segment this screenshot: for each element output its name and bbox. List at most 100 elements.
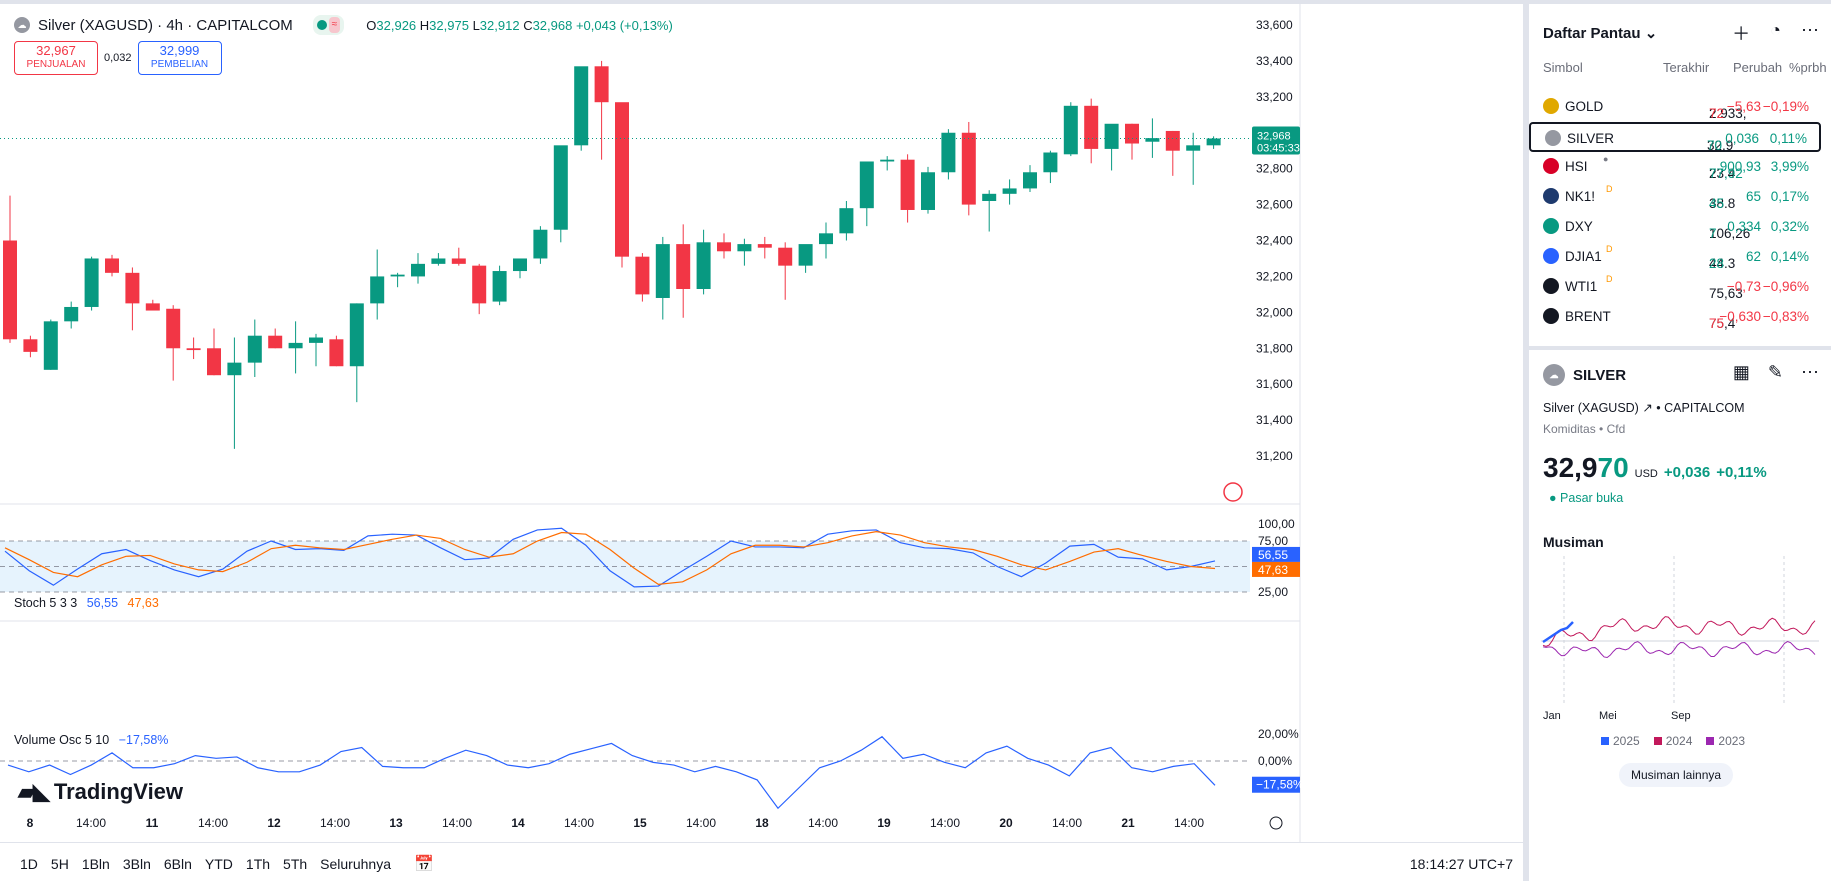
candle-body[interactable] <box>247 335 262 363</box>
stoch-legend[interactable]: Stoch 5 3 3 56,55 47,63 <box>14 596 159 610</box>
candle-body[interactable] <box>3 240 17 340</box>
tradingview-logo[interactable]: ▰◣ TradingView <box>18 779 183 805</box>
watchlist-row-gold[interactable]: GOLD 2.933, 72 −5,63 −0,19% <box>1529 92 1821 122</box>
candle-body[interactable] <box>431 258 446 264</box>
symbol-title[interactable]: Silver (XAGUSD) · 4h · CAPITALCOM <box>38 16 293 34</box>
candle-body[interactable] <box>900 159 915 210</box>
more-icon[interactable]: ⋯ <box>1801 20 1819 40</box>
range-button-6bln[interactable]: 6Bln <box>163 856 192 872</box>
candle-body[interactable] <box>1063 105 1078 155</box>
candle-body[interactable] <box>329 339 344 367</box>
candle-body[interactable] <box>615 102 629 257</box>
more-icon[interactable]: ⋯ <box>1801 362 1819 382</box>
candle-body[interactable] <box>961 132 976 205</box>
settings-gear-icon[interactable] <box>1269 816 1283 830</box>
details-symbol[interactable]: SILVER <box>1573 366 1627 384</box>
volosc-legend[interactable]: Volume Osc 5 10 −17,58% <box>14 733 168 747</box>
candle-body[interactable] <box>921 172 935 210</box>
candle-body[interactable] <box>676 244 691 290</box>
range-button-1bln[interactable]: 1Bln <box>81 856 110 872</box>
range-button-5h[interactable]: 5H <box>50 856 69 872</box>
candle-body[interactable] <box>839 208 854 234</box>
candle-body[interactable] <box>349 303 364 367</box>
candle-body[interactable] <box>145 303 160 311</box>
watchlist-row-hsi[interactable]: HSI ● 23.4 77,92 900,93 3,99% <box>1529 152 1821 182</box>
us-flag-event-icon[interactable] <box>1223 482 1243 502</box>
candle-body[interactable] <box>1104 123 1119 149</box>
range-button-1d[interactable]: 1D <box>20 856 38 872</box>
candle-body[interactable] <box>64 306 79 322</box>
calendar-icon[interactable]: 📅 <box>413 856 434 873</box>
candle-body[interactable] <box>1043 152 1058 173</box>
candle-body[interactable] <box>757 244 772 248</box>
watchlist-row-nk1![interactable]: NK1! D 38.8 45 65 0,17% <box>1529 182 1821 212</box>
candle-body[interactable] <box>717 242 731 252</box>
details-name[interactable]: Silver (XAGUSD) <box>1543 401 1639 415</box>
candle-body[interactable] <box>655 244 670 298</box>
candle-body[interactable] <box>125 272 140 304</box>
candle-body[interactable] <box>696 242 711 290</box>
col-last[interactable]: Terakhir <box>1663 60 1710 75</box>
sell-button[interactable]: 32,967 PENJUALAN <box>14 41 98 75</box>
candle-body[interactable] <box>186 348 201 351</box>
grid-icon[interactable]: ▦ <box>1732 362 1750 382</box>
candle-body[interactable] <box>105 258 119 273</box>
seasonal-title[interactable]: Musiman <box>1543 534 1604 550</box>
candle-body[interactable] <box>819 233 833 245</box>
candle-body[interactable] <box>370 276 385 304</box>
candle-body[interactable] <box>594 66 609 103</box>
candle-body[interactable] <box>1002 188 1017 194</box>
candle-body[interactable] <box>451 258 466 264</box>
candle-body[interactable] <box>982 193 997 201</box>
buy-button[interactable]: 32,999 PEMBELIAN <box>137 41 222 75</box>
candle-body[interactable] <box>1084 105 1099 149</box>
market-status-pill[interactable]: ≈ <box>312 15 345 35</box>
range-button-5th[interactable]: 5Th <box>283 856 308 872</box>
candle-body[interactable] <box>513 258 527 272</box>
edit-icon[interactable]: ✎ <box>1767 362 1783 382</box>
external-link-icon[interactable]: ↗ <box>1642 401 1653 415</box>
watchlist-row-dxy[interactable]: DXY 106,26 7 0,334 0,32% <box>1529 212 1821 242</box>
add-symbol-icon[interactable]: ＋ <box>1732 24 1751 44</box>
range-button-1th[interactable]: 1Th <box>245 856 271 872</box>
candle-body[interactable] <box>635 256 650 295</box>
candle-body[interactable] <box>492 271 507 302</box>
col-symbol[interactable]: Simbol <box>1543 60 1583 75</box>
watchlist-row-silver[interactable]: SILVER 32,9 70 0,036 0,11% <box>1529 122 1821 153</box>
candle-body[interactable] <box>1206 138 1221 146</box>
candle-body[interactable] <box>268 335 283 349</box>
candle-body[interactable] <box>737 244 752 252</box>
candle-body[interactable] <box>207 348 221 376</box>
seasonal-chart[interactable]: Jan Mei Sep <box>1529 556 1831 726</box>
candle-body[interactable] <box>43 321 58 370</box>
candle-body[interactable] <box>1145 138 1160 142</box>
watchlist-row-wti1[interactable]: WTI1 D 75,63 −0,73 −0,96% <box>1529 272 1821 302</box>
candle-body[interactable] <box>574 66 589 146</box>
candle-body[interactable] <box>166 308 181 349</box>
candle-body[interactable] <box>859 161 874 209</box>
candle-body[interactable] <box>533 229 548 259</box>
candle-body[interactable] <box>1023 172 1037 189</box>
pie-chart-icon[interactable]: ◔ <box>1770 20 1781 40</box>
candle-body[interactable] <box>227 362 242 376</box>
candle-body[interactable] <box>941 132 956 173</box>
col-change[interactable]: Perubah <box>1733 60 1783 75</box>
candle-body[interactable] <box>309 337 323 343</box>
candle-body[interactable] <box>390 274 405 277</box>
candle-body[interactable] <box>23 339 38 352</box>
candle-body[interactable] <box>1165 130 1180 151</box>
candle-body[interactable] <box>880 159 895 162</box>
range-button-3bln[interactable]: 3Bln <box>122 856 151 872</box>
candle-body[interactable] <box>1125 123 1139 144</box>
watchlist-row-djia1[interactable]: DJIA1 D 44.3 28 62 0,14% <box>1529 242 1821 272</box>
candle-body[interactable] <box>553 145 568 230</box>
clock[interactable]: 18:14:27 UTC+7 <box>1409 856 1513 872</box>
col-change-pct[interactable]: %prbh <box>1789 60 1827 75</box>
chart-area[interactable]: 33,60033,40033,20033,00032,80032,60032,4… <box>0 0 1523 881</box>
watchlist-title[interactable]: Daftar Pantau ⌄ <box>1543 24 1657 42</box>
candle-body[interactable] <box>1186 145 1201 151</box>
range-button-seluruhnya[interactable]: Seluruhnya <box>320 856 391 872</box>
candle-body[interactable] <box>472 265 487 304</box>
watchlist-row-brent[interactable]: BRENT 75,4 75 −0,630 −0,83% <box>1529 302 1821 332</box>
more-seasonals-button[interactable]: Musiman lainnya <box>1619 763 1734 787</box>
